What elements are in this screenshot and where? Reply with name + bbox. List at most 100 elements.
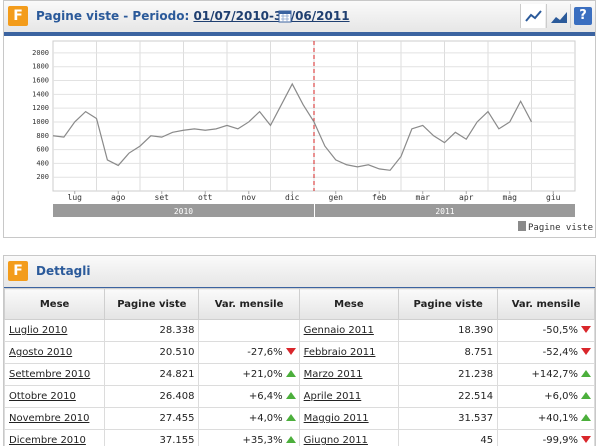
y-tick-label: 200: [36, 173, 49, 181]
details-panel: F Dettagli Mese Pagine viste Var. mensile M…: [3, 255, 596, 446]
month-link[interactable]: Agosto 2010: [3, 341, 106, 364]
monthly-change: +6,4%: [198, 385, 300, 408]
logo: F: [8, 6, 28, 26]
page-views: 45: [398, 429, 499, 446]
month-link[interactable]: Settembre 2010: [3, 363, 106, 386]
page-views: 37.155: [104, 429, 200, 446]
trend-arrow: [581, 326, 591, 333]
column-header: Var. mensile: [497, 288, 595, 320]
monthly-change: +4,0%: [198, 407, 300, 430]
page-views: 31.537: [398, 407, 499, 430]
trend-arrow: [581, 392, 591, 399]
year-band: [53, 204, 314, 217]
monthly-change: [198, 319, 300, 342]
monthly-change: +35,3%: [198, 429, 300, 446]
x-tick-label: set: [155, 193, 170, 202]
calendar-icon[interactable]: [278, 9, 292, 23]
trend-arrow: [285, 370, 296, 377]
trend-arrow: [285, 414, 296, 421]
page-views: 26.408: [104, 385, 200, 408]
help-button[interactable]: ?: [570, 4, 595, 28]
month-link[interactable]: Maggio 2011: [298, 407, 400, 430]
trend-arrow: [581, 436, 591, 443]
line-chart-button[interactable]: [520, 4, 545, 28]
table-row: Dicembre 2010 37.155 +35,3% Giugno 2011 45 -9…: [3, 429, 595, 446]
y-tick-label: 1400: [32, 90, 49, 98]
help-icon: ?: [574, 7, 592, 25]
month-link[interactable]: Ottobre 2010: [3, 385, 106, 408]
monthly-change: -52,4%: [497, 341, 595, 364]
x-tick-label: apr: [459, 193, 474, 202]
x-tick-label: lug: [68, 193, 83, 202]
month-link[interactable]: Marzo 2011: [298, 363, 400, 386]
table-row: Settembre 2010 24.821 +21,0% Marzo 2011 21.2…: [3, 363, 595, 386]
column-header: Mese: [3, 288, 106, 320]
trend-arrow: [581, 414, 591, 421]
y-tick-label: 400: [36, 159, 49, 167]
y-tick-label: 1200: [32, 104, 49, 112]
chart: 200 400 600 800 1000 1200 1400 1600 1800 2000 lug a…: [32, 40, 593, 233]
x-tick-label: mag: [503, 193, 518, 202]
monthly-change: -27,6%: [198, 341, 300, 364]
table-row: Ottobre 2010 26.408 +6,4% Aprile 2011 22.514…: [3, 385, 595, 408]
x-tick-label: gen: [329, 193, 344, 202]
page-views: 18.390: [398, 319, 499, 342]
column-header: Pagine viste: [398, 288, 499, 320]
area-chart-button[interactable]: [546, 4, 571, 28]
x-tick-label: nov: [242, 193, 257, 202]
year-band: [315, 204, 575, 217]
month-link[interactable]: Gennaio 2011: [298, 319, 400, 342]
table-row: Luglio 2010 28.338 Gennaio 2011 18.390 -50,5…: [3, 319, 595, 342]
y-tick-label: 1600: [32, 77, 49, 85]
trend-arrow: [581, 370, 591, 377]
monthly-change: -99,9%: [497, 429, 595, 446]
y-tick-label: 2000: [32, 49, 49, 57]
logo: F: [8, 261, 28, 281]
trend-arrow: [285, 392, 296, 399]
series-line: [52, 82, 533, 171]
x-tick-label: ago: [111, 193, 126, 202]
period-link[interactable]: 01/07/2010-30/06/2011: [193, 9, 350, 23]
page-views: 27.455: [104, 407, 200, 430]
chart-header: F Pagine viste - Periodo: 01/07/2010-30/…: [4, 1, 595, 36]
month-link[interactable]: Dicembre 2010: [3, 429, 106, 446]
details-title: Dettagli: [36, 264, 91, 278]
month-link[interactable]: Luglio 2010: [3, 319, 106, 342]
legend-label: Pagine viste: [528, 223, 593, 233]
month-link[interactable]: Giugno 2011: [298, 429, 400, 446]
chart-panel: 200 400 600 800 1000 1200 1400 1600 1800 2000 lug a…: [3, 0, 596, 238]
column-header: Mese: [298, 288, 400, 320]
x-tick-label: dic: [285, 193, 300, 202]
month-link[interactable]: Aprile 2011: [298, 385, 400, 408]
monthly-change: +142,7%: [497, 363, 595, 386]
monthly-change: +21,0%: [198, 363, 300, 386]
month-link[interactable]: Febbraio 2011: [298, 341, 400, 364]
x-tick-label: feb: [372, 193, 387, 202]
column-header: Pagine viste: [104, 288, 200, 320]
chart-title: Pagine viste - Periodo: 01/07/2010-30/06…: [36, 9, 350, 23]
trend-arrow: [581, 348, 591, 355]
y-tick-label: 1000: [32, 118, 49, 126]
x-tick-label: mar: [416, 193, 431, 202]
table-row: Agosto 2010 20.510 -27,6% Febbraio 2011 8.75…: [3, 341, 595, 364]
year-label: 2010: [174, 207, 193, 216]
details-table: Mese Pagine viste Var. mensile Mese Pagine v…: [3, 288, 595, 446]
monthly-change: +6,0%: [497, 385, 595, 408]
header-row: Mese Pagine viste Var. mensile Mese Pagine v…: [3, 288, 595, 320]
page-views: 8.751: [398, 341, 499, 364]
trend-arrow: [285, 436, 296, 443]
page-views: 22.514: [398, 385, 499, 408]
monthly-change: -50,5%: [497, 319, 595, 342]
table-row: Novembre 2010 27.455 +4,0% Maggio 2011 31.53…: [3, 407, 595, 430]
x-tick-label: giu: [546, 193, 561, 202]
y-tick-label: 800: [36, 132, 49, 140]
year-label: 2011: [435, 207, 454, 216]
trend-arrow: [285, 348, 296, 355]
monthly-change: +40,1%: [497, 407, 595, 430]
page-views: 20.510: [104, 341, 200, 364]
month-link[interactable]: Novembre 2010: [3, 407, 106, 430]
page-views: 21.238: [398, 363, 499, 386]
column-header: Var. mensile: [198, 288, 300, 320]
y-tick-label: 600: [36, 146, 49, 154]
